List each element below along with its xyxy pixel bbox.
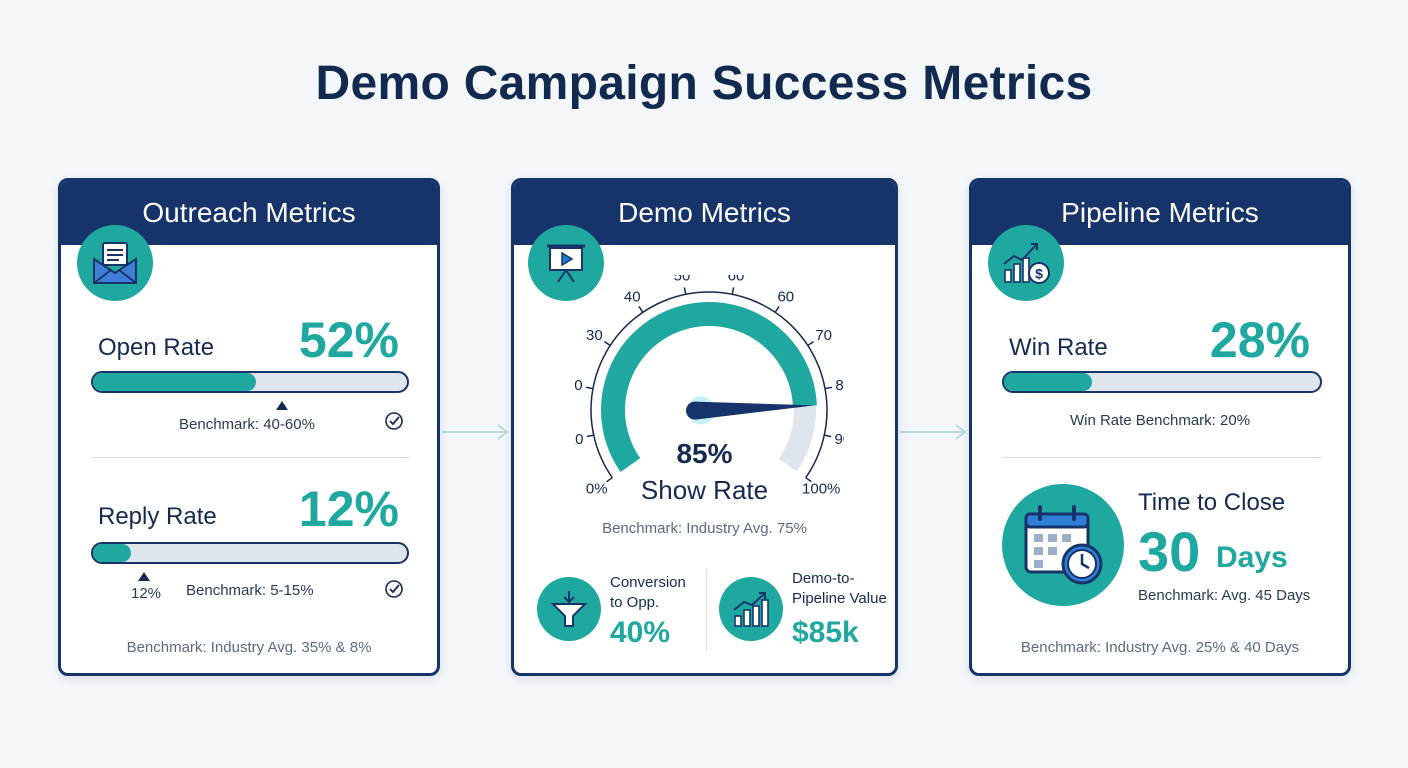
gauge-needle-hub (686, 401, 705, 420)
show-rate-value: 85% (676, 438, 733, 469)
win-rate-progress-bar (1002, 371, 1322, 393)
gauge-tick (603, 340, 611, 347)
demo-benchmark: Benchmark: Industry Avg. 75% (602, 520, 807, 537)
gauge-tick (731, 287, 735, 295)
conversion-label-line1: Conversion (610, 574, 686, 591)
calendar-clock-icon (1002, 484, 1124, 606)
open-rate-benchmark: Benchmark: 40-60% (179, 416, 315, 433)
gauge-tick-label: 30 (586, 327, 603, 344)
outreach-card-header: Outreach Metrics (61, 181, 437, 245)
gauge-tick-label: 20 (574, 377, 583, 394)
gauge-tick-label: 60 (728, 275, 745, 285)
gauge-tick-label: 40 (624, 289, 641, 306)
gauge-tick (606, 477, 613, 483)
gauge-tick (683, 287, 687, 295)
svg-text:$: $ (1035, 266, 1043, 282)
pipeline-metrics-card: Pipeline Metrics $ Win Rate 28% Win Rate… (969, 178, 1351, 676)
gauge-tick (824, 386, 833, 390)
gauge-tick-label: 50 (674, 275, 691, 285)
page-title: Demo Campaign Success Metrics (315, 57, 1093, 110)
demo-sub-divider (706, 569, 707, 651)
time-to-close-unit: Days (1216, 541, 1288, 574)
pipeline-footer-benchmark: Benchmark: Industry Avg. 25% & 40 Days (1020, 639, 1300, 656)
gauge-tick (586, 434, 594, 438)
pipeline-divider (1002, 457, 1322, 458)
outreach-metrics-card: Outreach Metrics Open Rate 52% Benchmark… (58, 178, 440, 676)
pipeline-value: $85k (792, 616, 859, 649)
check-circle-icon (385, 412, 403, 430)
win-rate-progress-fill (1004, 373, 1093, 391)
gauge-tick (774, 306, 780, 313)
time-to-close-number: 30 (1138, 520, 1201, 583)
reply-rate-benchmark: Benchmark: 5-15% (186, 582, 314, 599)
time-to-close-benchmark: Benchmark: Avg. 45 Days (1138, 587, 1311, 604)
win-rate-label: Win Rate (1009, 334, 1108, 361)
gauge-tick-label: 70 (815, 327, 832, 344)
gauge-tick (807, 340, 815, 347)
pipeline-value-label-line1: Demo-to- (792, 570, 855, 587)
demo-metrics-card: Demo Metrics 0%10203040506060708090100% … (511, 178, 898, 676)
gauge-tick-label: 100% (802, 481, 840, 498)
gauge-scale-arc (590, 291, 828, 479)
reply-rate-progress-bar (91, 542, 409, 564)
open-rate-benchmark-marker (275, 401, 288, 410)
outreach-footer-benchmark: Benchmark: Industry Avg. 35% & 8% (126, 639, 372, 656)
reply-rate-label: Reply Rate (98, 503, 217, 530)
gauge-tick (585, 386, 594, 390)
reply-rate-benchmark-marker (138, 572, 150, 581)
gauge-tick-label: 10 (574, 431, 583, 448)
gauge-tick-label: 60 (777, 289, 794, 306)
funnel-icon (537, 577, 601, 641)
reply-rate-progress-fill (93, 544, 131, 562)
gauge-tick (824, 434, 832, 438)
open-rate-progress-fill (93, 373, 257, 391)
show-rate-gauge: 0% 10 20 30 40 50 60 60 70 80 90 100% (574, 275, 844, 498)
win-rate-value: 28% (1209, 312, 1310, 368)
open-rate-progress-bar (91, 371, 409, 393)
gauge-needle (694, 401, 815, 420)
gauge-tick-label: 80 (835, 377, 844, 394)
show-rate-caption: Show Rate (640, 475, 769, 505)
conversion-label-line2: to Opp. (610, 594, 660, 611)
connector-arrow-2 (900, 424, 967, 440)
gauge-tick-label: 90 (835, 431, 844, 448)
check-circle-icon (385, 580, 403, 598)
win-rate-benchmark: Win Rate Benchmark: 20% (1069, 412, 1251, 429)
time-to-close-label: Time to Close (1138, 489, 1286, 516)
chart-dollar-icon: $ (988, 225, 1064, 301)
growth-chart-icon (719, 577, 783, 641)
gauge-tick (805, 477, 812, 483)
gauge-tick (638, 306, 644, 313)
outreach-divider (91, 457, 409, 458)
presentation-screen-icon (528, 225, 604, 301)
open-rate-value: 52% (298, 312, 399, 368)
conversion-value: 40% (610, 616, 671, 649)
connector-arrow-1 (442, 424, 509, 440)
reply-rate-value: 12% (298, 481, 399, 537)
gauge-tick-label: 0% (586, 481, 608, 498)
envelope-icon (77, 225, 153, 301)
pipeline-value-label-line2: Pipeline Value (792, 590, 887, 607)
reply-rate-marker-label: 12% (131, 585, 162, 602)
open-rate-label: Open Rate (98, 334, 215, 361)
gauge-fill (601, 302, 817, 472)
